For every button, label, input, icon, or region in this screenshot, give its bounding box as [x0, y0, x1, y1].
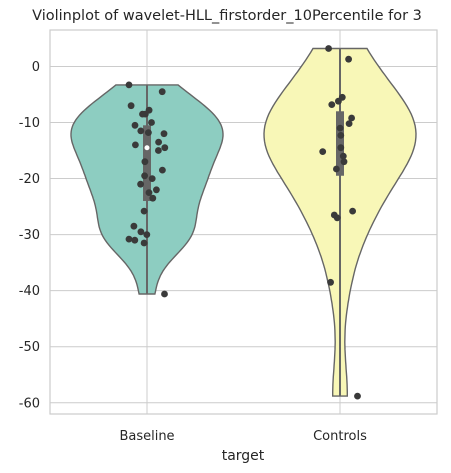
y-tick-label: -50 [19, 340, 40, 355]
median-baseline [145, 145, 150, 150]
data-point [137, 181, 144, 188]
data-point [345, 56, 352, 63]
data-point [132, 122, 139, 129]
data-point [328, 101, 335, 108]
data-point [335, 98, 342, 105]
data-point [142, 158, 149, 165]
data-point [138, 228, 145, 235]
data-point [131, 237, 138, 244]
y-tick-label: -60 [19, 396, 40, 411]
data-point [325, 45, 332, 52]
x-tick-label: Controls [313, 429, 367, 444]
data-point [141, 208, 148, 215]
y-tick-label: 0 [32, 60, 40, 75]
data-point [128, 102, 135, 109]
data-point [337, 125, 344, 132]
data-point [349, 208, 356, 215]
data-point [354, 393, 361, 400]
data-point [346, 120, 353, 127]
y-tick-label: -40 [19, 284, 40, 299]
data-point [161, 144, 168, 151]
data-point [145, 129, 152, 136]
data-point [141, 240, 148, 247]
x-tick-label: Baseline [119, 429, 174, 444]
data-point [148, 119, 155, 126]
data-point [146, 189, 153, 196]
data-point [319, 148, 326, 155]
data-point [153, 186, 160, 193]
data-point [155, 147, 162, 154]
data-point [161, 291, 168, 298]
x-axis-ticks: Baseline Controls [119, 429, 367, 444]
data-point [131, 223, 138, 230]
data-point [149, 195, 156, 202]
y-axis-ticks: 0 -10 -20 -30 -40 -50 -60 [19, 60, 40, 411]
y-tick-label: -30 [19, 228, 40, 243]
data-point [327, 279, 334, 286]
data-point [334, 214, 341, 221]
data-point [126, 236, 133, 243]
data-point [337, 144, 344, 151]
data-point [155, 139, 162, 146]
data-point [149, 175, 156, 182]
data-point [337, 132, 344, 139]
data-point [132, 142, 139, 149]
chart-title: Violinplot of wavelet-HLL_firstorder_10P… [32, 8, 422, 24]
data-point [333, 166, 340, 173]
y-tick-label: -10 [19, 116, 40, 131]
data-point [161, 130, 168, 137]
data-point [142, 111, 149, 118]
data-point [126, 82, 133, 89]
data-point [143, 231, 150, 238]
data-point [137, 127, 144, 134]
y-tick-label: -20 [19, 172, 40, 187]
x-axis-label: target [222, 448, 265, 464]
data-point [341, 158, 348, 165]
violins [71, 49, 416, 397]
data-point [159, 88, 166, 95]
data-point [141, 172, 148, 179]
data-point [159, 167, 166, 174]
